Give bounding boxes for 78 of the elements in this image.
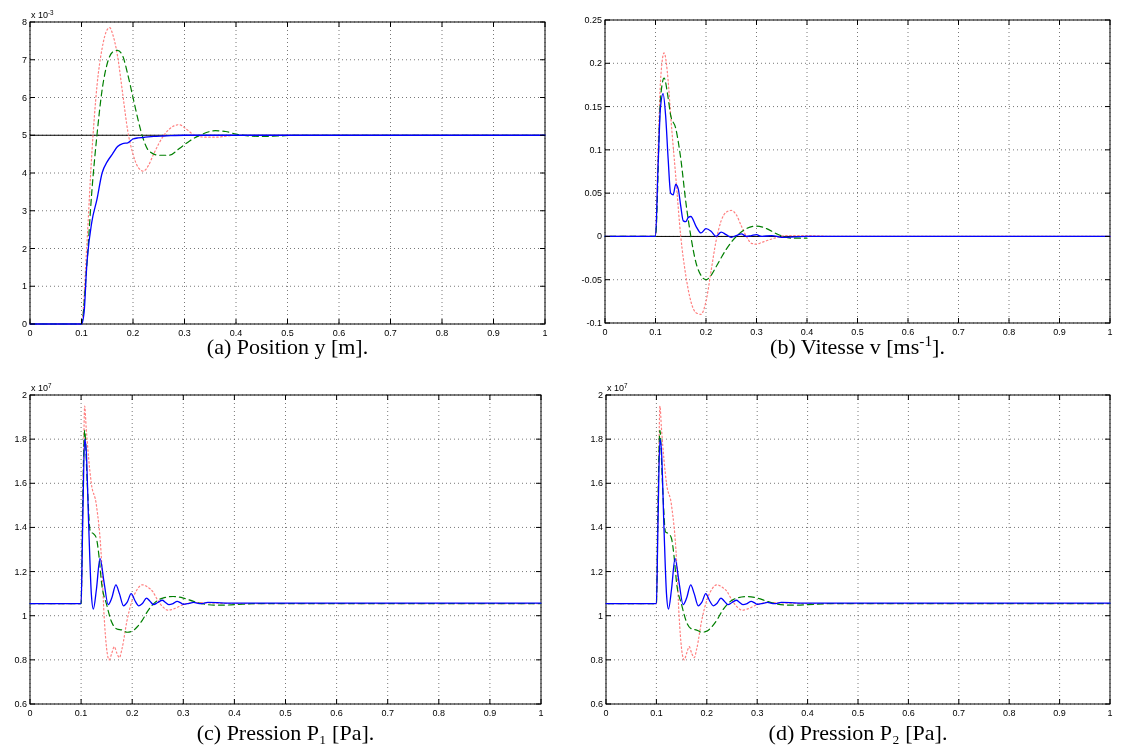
x-tick-label: 1 bbox=[1107, 327, 1113, 337]
y-tick-label: 0 bbox=[596, 231, 602, 242]
x-tick-label: 0.8 bbox=[1002, 708, 1016, 718]
text: x 10$^{-3}$ bbox=[31, 8, 55, 20]
x-tick-label: 0.5 bbox=[281, 328, 294, 338]
x-axis-title: (d) Pression P₂ [Pa]. bbox=[768, 720, 948, 745]
x-tick-label: 0.7 bbox=[952, 327, 965, 337]
x-tick-label: 0.7 bbox=[381, 708, 394, 718]
x-axis-title: (c) Pression P₁ [Pa]. bbox=[196, 720, 375, 745]
x-tick-label: 0.3 bbox=[750, 327, 763, 337]
x-tick-label: 0.2 bbox=[125, 708, 139, 718]
y-tick-label: 2 bbox=[597, 390, 603, 400]
x-tick-label: 0.5 bbox=[279, 708, 292, 718]
x-tick-label: 0.3 bbox=[177, 708, 190, 718]
y-tick-label: 1.6 bbox=[14, 478, 27, 489]
x-tick-label: 0.4 bbox=[801, 708, 814, 718]
x-tick-label: 0.4 bbox=[229, 328, 243, 338]
y-tick-label: 1.8 bbox=[14, 434, 27, 445]
x-tick-label: 0.1 bbox=[649, 327, 662, 337]
x-tick-label: 0.8 bbox=[432, 708, 446, 718]
y-tick-label: 1.2 bbox=[14, 566, 27, 577]
x-tick-label: 0.9 bbox=[1053, 708, 1066, 718]
y-tick-label: 0 bbox=[21, 319, 27, 329]
x-tick-label: 0.2 bbox=[126, 328, 140, 338]
y-tick-label: 1.4 bbox=[14, 522, 27, 533]
x-tick-label: 0.5 bbox=[851, 327, 864, 337]
x-tick-label: 0.9 bbox=[1053, 327, 1066, 337]
y-tick-label: 2 bbox=[21, 243, 27, 254]
x-tick-label: 1 bbox=[542, 328, 548, 338]
x-tick-label: 0.8 bbox=[435, 328, 449, 338]
x-tick-label: 0.2 bbox=[699, 327, 713, 337]
y-tick-label: 0.6 bbox=[14, 699, 27, 709]
x-tick-label: 0.1 bbox=[650, 708, 663, 718]
y-tick-label: 0.15 bbox=[584, 101, 602, 112]
x-tick-label: 0.6 bbox=[901, 327, 915, 337]
x-tick-label: 0.6 bbox=[902, 708, 915, 718]
y-tick-label: 0.6 bbox=[590, 699, 603, 709]
x-tick-label: 0.5 bbox=[851, 708, 865, 718]
x-tick-label: 0.4 bbox=[228, 708, 241, 718]
x-tick-label: 0.9 bbox=[483, 708, 497, 718]
y-tick-label: 1 bbox=[597, 610, 603, 621]
text: x 10$^{7}$ bbox=[607, 381, 629, 393]
y-tick-label: 5 bbox=[21, 130, 27, 141]
x-tick-label: 0.2 bbox=[700, 708, 714, 718]
x-tick-label: 0.1 bbox=[74, 708, 88, 718]
x-tick-label: 0.3 bbox=[178, 328, 191, 338]
y-tick-label: 0.05 bbox=[584, 188, 602, 199]
y-tick-label: 1 bbox=[21, 610, 27, 621]
y-tick-label: -0.05 bbox=[581, 274, 602, 285]
y-tick-label: 0.25 bbox=[584, 15, 602, 25]
y-tick-label: 1 bbox=[21, 281, 27, 292]
y-tick-label: -0.1 bbox=[586, 318, 602, 328]
y-tick-label: 4 bbox=[21, 168, 27, 178]
x-tick-label: 0.3 bbox=[750, 708, 764, 718]
y-tick-label: 0.8 bbox=[14, 654, 27, 665]
x-tick-label: 0.9 bbox=[487, 328, 500, 338]
x-tick-label: 0.7 bbox=[384, 328, 397, 338]
y-tick-label: 3 bbox=[21, 205, 27, 216]
y-tick-label: 6 bbox=[21, 92, 27, 103]
text: x 10$^{7}$ bbox=[31, 381, 53, 393]
y-tick-label: 1.6 bbox=[590, 478, 603, 489]
y-tick-label: 7 bbox=[21, 54, 27, 65]
y-tick-label: 0.1 bbox=[589, 144, 602, 155]
y-tick-label: 0.2 bbox=[589, 58, 602, 69]
y-tick-label: 1.2 bbox=[590, 566, 603, 577]
y-tick-label: 1.8 bbox=[590, 434, 603, 445]
x-tick-label: 0.6 bbox=[330, 708, 343, 718]
x-tick-label: 1 bbox=[1107, 708, 1113, 718]
x-tick-label: 0.7 bbox=[952, 708, 966, 718]
y-tick-label: 0.8 bbox=[590, 654, 603, 665]
x-tick-label: 1 bbox=[538, 708, 544, 718]
y-tick-label: 8 bbox=[21, 17, 27, 27]
x-tick-label: 0.8 bbox=[1002, 327, 1016, 337]
y-tick-label: 2 bbox=[21, 390, 27, 400]
x-tick-label: 0.1 bbox=[75, 328, 88, 338]
y-tick-label: 1.4 bbox=[590, 522, 603, 533]
x-tick-label: 0.4 bbox=[800, 327, 814, 337]
x-tick-label: 0.6 bbox=[332, 328, 346, 338]
